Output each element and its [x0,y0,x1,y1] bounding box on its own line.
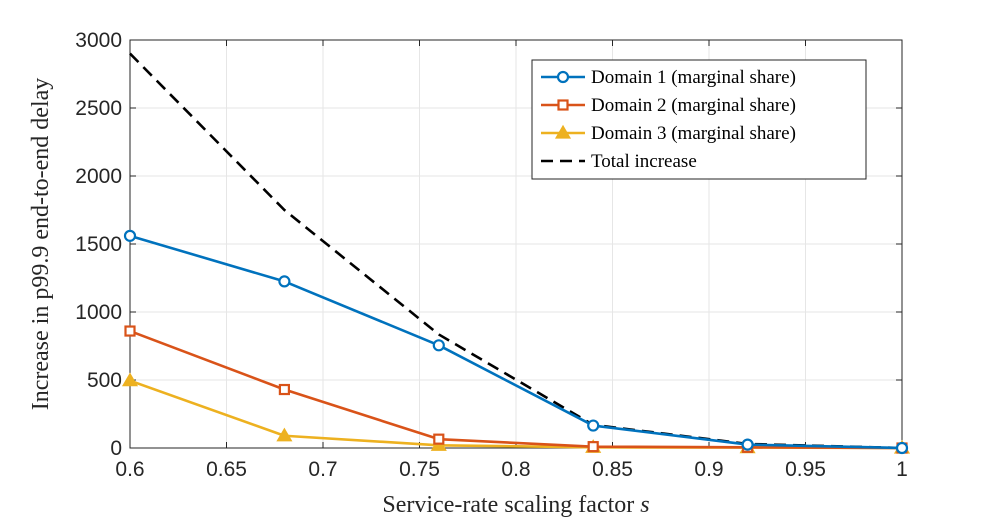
data-point-marker [741,438,754,451]
data-point-marker [587,419,600,432]
plot-frame [129,39,903,449]
x-axis-variable: s [640,492,649,518]
legend-swatch-marker [556,70,570,84]
legend-swatch-marker [554,124,572,139]
series-1 [123,229,909,455]
data-point-marker [121,372,139,387]
data-point-marker [276,427,293,442]
x-tick-label: 0.65 [206,458,247,481]
y-tick-labels: 0 500 1000 1500 2000 2500 3000 [75,29,122,460]
legend-box [531,59,867,180]
series-line [129,234,903,450]
y-tick-label: 1000 [75,301,122,324]
x-tick-labels: 0.6 0.65 0.7 0.75 0.8 0.85 0.9 0.95 1 [115,458,907,481]
y-tick-label: 1500 [75,233,122,256]
legend-label: Domain 2 (marginal share) [591,95,796,116]
x-tick-label: 0.95 [785,458,826,481]
x-tick-label: 0.75 [399,458,440,481]
data-point-marker [587,441,599,453]
legend-swatch-marker [557,99,569,111]
legend-label: Total increase [591,151,697,172]
legend-item: Total increase [541,151,697,172]
series-group [121,52,911,455]
x-tick-label: 0.8 [501,458,530,481]
x-tick-label: 0.85 [592,458,633,481]
data-point-marker [895,441,909,455]
legend-label: Domain 3 (marginal share) [591,123,796,144]
legend-item: Domain 3 (marginal share) [541,123,796,144]
legend-item: Domain 2 (marginal share) [541,95,796,116]
legend-label: Domain 1 (marginal share) [591,67,796,88]
data-point-marker [432,339,445,352]
data-point-marker [123,229,137,242]
x-axis-label: Service-rate scaling factor s [382,492,649,518]
data-point-marker [278,383,290,396]
y-axis-label: Increase in p99.9 end-to-end delay [28,78,54,411]
x-tick-label: 0.6 [115,458,144,481]
x-tick-label: 1 [896,458,908,481]
data-point-marker [433,433,445,445]
data-point-marker [124,325,136,337]
legend-item: Domain 1 (marginal share) [541,67,796,88]
y-tick-label: 3000 [75,29,122,52]
legend: Domain 1 (marginal share) Domain 2 (margi… [531,59,867,180]
x-tick-label: 0.9 [694,458,723,481]
y-tick-label: 2500 [75,97,122,120]
y-tick-label: 0 [110,437,122,460]
y-tick-label: 500 [87,369,122,392]
y-tick-label: 2000 [75,165,122,188]
x-axis-label-text: Service-rate scaling factor [382,492,634,518]
data-point-marker [278,275,291,288]
series-line [129,329,903,450]
x-tick-label: 0.7 [308,458,337,481]
